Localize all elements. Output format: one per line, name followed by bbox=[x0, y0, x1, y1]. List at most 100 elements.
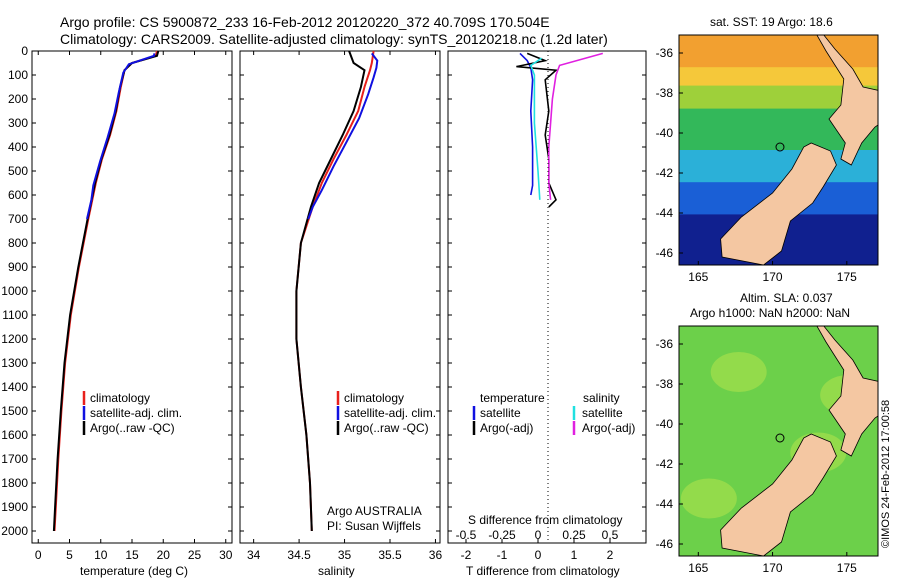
sla-anomaly-patch bbox=[680, 478, 737, 519]
map-lon-label: 165 bbox=[688, 561, 708, 575]
legend-temperature-heading: temperature bbox=[480, 391, 545, 405]
x-tick-label: 34.5 bbox=[287, 548, 311, 562]
sla-anomaly-patch bbox=[710, 352, 767, 392]
series-line-1 bbox=[295, 50, 366, 532]
y-tick-label: 1700 bbox=[1, 452, 28, 466]
north-island-landmass bbox=[816, 326, 878, 457]
map-lat-label: -38 bbox=[656, 86, 674, 100]
t-diff-axis-label: T difference from climatology bbox=[466, 564, 620, 578]
map-lon-label: 170 bbox=[763, 270, 783, 284]
difference-panel-frame bbox=[447, 50, 647, 544]
legend-satellite-label: satellite-adj. clim. bbox=[90, 406, 182, 420]
legend-t-satellite-label: satellite bbox=[480, 406, 521, 420]
y-tick-label: 300 bbox=[8, 116, 28, 130]
temperature-axis-label: temperature (deg C) bbox=[80, 564, 188, 578]
credit-line2: PI: Susan Wijffels bbox=[327, 519, 421, 533]
map-lon-label: 170 bbox=[763, 561, 783, 575]
s-diff-tick-label: -0.25 bbox=[488, 528, 516, 542]
x-tick-label: 36 bbox=[429, 548, 443, 562]
y-tick-label: 1600 bbox=[1, 428, 28, 442]
s-diff-axis-label: S difference from climatology bbox=[468, 513, 623, 527]
y-tick-label: 400 bbox=[8, 140, 28, 154]
x-tick-label: 15 bbox=[125, 548, 139, 562]
argo-position-marker bbox=[775, 142, 785, 152]
y-tick-label: 1300 bbox=[1, 356, 28, 370]
salinity-panel-frame bbox=[239, 50, 441, 544]
legend-climatology-label: climatology bbox=[344, 391, 404, 405]
x-tick-label: 20 bbox=[157, 548, 171, 562]
legend-s-argo-label: Argo(-adj) bbox=[582, 421, 635, 435]
map-lat-label: -46 bbox=[656, 246, 674, 260]
y-tick-label: 2000 bbox=[1, 524, 28, 538]
sst-color-band bbox=[679, 67, 878, 87]
s-diff-tick-label: 0.25 bbox=[562, 528, 586, 542]
sst-map-title: sat. SST: 19 Argo: 18.6 bbox=[710, 15, 833, 29]
y-tick-label: 0 bbox=[21, 44, 28, 58]
s-diff-tick-label: 0.5 bbox=[602, 528, 619, 542]
x-tick-label: 30 bbox=[219, 548, 233, 562]
chart-title-line1: Argo profile: CS 5900872_233 16-Feb-2012… bbox=[60, 14, 550, 30]
argo-position-marker bbox=[775, 433, 785, 443]
map-frame bbox=[678, 325, 879, 557]
s-diff-tick-label: 0 bbox=[535, 528, 542, 542]
series-line-2 bbox=[307, 52, 379, 220]
y-tick-label: 200 bbox=[8, 92, 28, 106]
diff-series-line-0 bbox=[519, 52, 534, 196]
temperature-panel-frame bbox=[31, 50, 233, 544]
x-tick-label: 35.5 bbox=[378, 548, 402, 562]
sla-map-title-line1: Altim. SLA: 0.037 bbox=[740, 291, 833, 305]
y-tick-label: 1100 bbox=[2, 308, 28, 322]
south-island-landmass bbox=[720, 433, 837, 556]
x-tick-label: 35 bbox=[338, 548, 352, 562]
map-lat-label: -46 bbox=[656, 537, 674, 551]
map-lat-label: -40 bbox=[656, 126, 674, 140]
legend-s-satellite-label: satellite bbox=[582, 406, 623, 420]
y-tick-label: 1900 bbox=[1, 500, 28, 514]
legend-salinity-heading: salinity bbox=[583, 391, 620, 405]
legend-argo-label: Argo(..raw -QC) bbox=[344, 421, 429, 435]
x-tick-label: 0 bbox=[35, 548, 42, 562]
south-island-landmass bbox=[720, 142, 837, 265]
y-tick-label: 600 bbox=[8, 188, 28, 202]
map-lat-label: -44 bbox=[656, 206, 674, 220]
legend-argo-label: Argo(..raw -QC) bbox=[90, 421, 175, 435]
legend-t-argo-label: Argo(-adj) bbox=[480, 421, 533, 435]
diff-series-line-2 bbox=[529, 57, 543, 200]
y-tick-label: 1200 bbox=[1, 332, 28, 346]
map-lat-label: -36 bbox=[656, 46, 674, 60]
t-diff-tick-label: 2 bbox=[607, 548, 614, 562]
x-tick-label: 5 bbox=[66, 548, 73, 562]
y-tick-label: 500 bbox=[8, 164, 28, 178]
t-diff-tick-label: -1 bbox=[497, 548, 508, 562]
series-line-0 bbox=[53, 50, 158, 532]
map-lat-label: -44 bbox=[656, 497, 674, 511]
y-tick-label: 1400 bbox=[1, 380, 28, 394]
y-tick-label: 700 bbox=[8, 212, 28, 226]
y-tick-label: 1500 bbox=[1, 404, 28, 418]
north-island-landmass bbox=[816, 35, 878, 166]
salinity-axis-label: salinity bbox=[318, 564, 355, 578]
legend-satellite-label: satellite-adj. clim. bbox=[344, 406, 436, 420]
t-diff-tick-label: -2 bbox=[461, 548, 472, 562]
map-lon-label: 165 bbox=[688, 270, 708, 284]
x-tick-label: 34 bbox=[247, 548, 261, 562]
map-lat-label: -42 bbox=[656, 166, 674, 180]
y-tick-label: 900 bbox=[8, 260, 28, 274]
legend-climatology-label: climatology bbox=[90, 391, 150, 405]
map-lon-label: 175 bbox=[837, 270, 857, 284]
diff-series-line-3 bbox=[547, 52, 604, 200]
map-lat-label: -36 bbox=[656, 337, 674, 351]
s-diff-tick-label: -0.5 bbox=[456, 528, 477, 542]
diff-series-line-1 bbox=[516, 52, 558, 208]
x-tick-label: 25 bbox=[188, 548, 202, 562]
t-diff-tick-label: 1 bbox=[571, 548, 578, 562]
chart-title-line2: Climatology: CARS2009. Satellite-adjuste… bbox=[60, 31, 608, 47]
imos-timestamp: ©IMOS 24-Feb-2012 17:00:58 bbox=[880, 399, 892, 548]
sla-map-title-line2: Argo h1000: NaN h2000: NaN bbox=[690, 306, 850, 320]
x-tick-label: 10 bbox=[94, 548, 108, 562]
y-tick-label: 1800 bbox=[1, 476, 28, 490]
map-frame bbox=[678, 34, 879, 266]
y-tick-label: 800 bbox=[8, 236, 28, 250]
y-tick-label: 100 bbox=[8, 68, 28, 82]
